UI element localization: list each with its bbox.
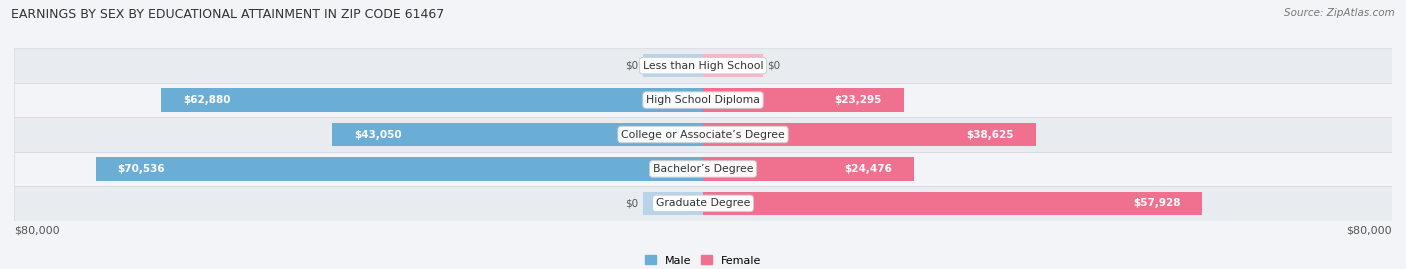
Text: $0: $0 [626, 198, 638, 208]
Bar [643, 54, 703, 77]
Bar [14, 186, 1392, 221]
Bar [14, 48, 1392, 83]
Bar [14, 117, 1392, 152]
Bar [703, 54, 763, 77]
Text: $38,625: $38,625 [966, 129, 1014, 140]
Legend: Male, Female: Male, Female [641, 251, 765, 269]
Text: $0: $0 [626, 61, 638, 71]
Text: $62,880: $62,880 [183, 95, 231, 105]
Bar [332, 123, 703, 146]
Bar [703, 192, 1202, 215]
Text: $23,295: $23,295 [835, 95, 882, 105]
Text: $24,476: $24,476 [845, 164, 893, 174]
Bar [703, 88, 904, 112]
Text: Source: ZipAtlas.com: Source: ZipAtlas.com [1284, 8, 1395, 18]
Text: Graduate Degree: Graduate Degree [655, 198, 751, 208]
Text: High School Diploma: High School Diploma [647, 95, 759, 105]
Bar [703, 157, 914, 181]
Text: $80,000: $80,000 [14, 226, 59, 236]
Bar [96, 157, 703, 181]
Bar [14, 152, 1392, 186]
Text: $57,928: $57,928 [1133, 198, 1180, 208]
Text: $70,536: $70,536 [117, 164, 165, 174]
Text: EARNINGS BY SEX BY EDUCATIONAL ATTAINMENT IN ZIP CODE 61467: EARNINGS BY SEX BY EDUCATIONAL ATTAINMEN… [11, 8, 444, 21]
Bar [703, 123, 1036, 146]
Text: $43,050: $43,050 [354, 129, 402, 140]
Text: $0: $0 [768, 61, 780, 71]
Bar [162, 88, 703, 112]
Text: College or Associate’s Degree: College or Associate’s Degree [621, 129, 785, 140]
Bar [643, 192, 703, 215]
Text: Less than High School: Less than High School [643, 61, 763, 71]
Text: Bachelor’s Degree: Bachelor’s Degree [652, 164, 754, 174]
Bar [14, 83, 1392, 117]
Text: $80,000: $80,000 [1347, 226, 1392, 236]
